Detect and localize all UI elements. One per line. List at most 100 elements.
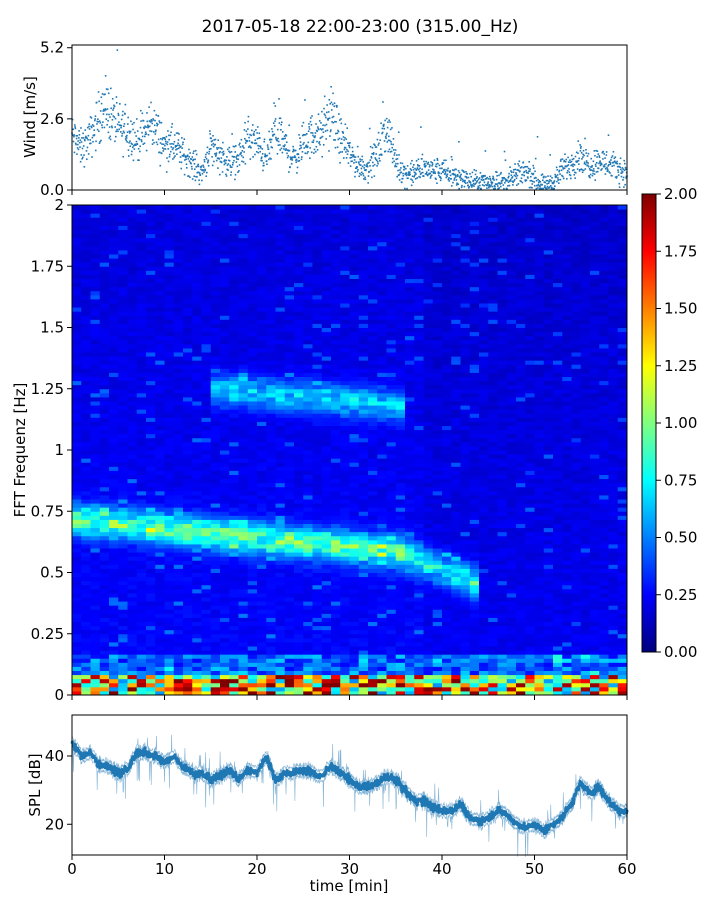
wind-point (378, 157, 381, 160)
spectrogram-cell (275, 278, 286, 284)
spectrogram-cell (210, 678, 221, 684)
spectrogram-cell (247, 441, 258, 447)
spectrogram-cell (220, 576, 230, 582)
spectrogram-cell (210, 384, 221, 390)
spectrogram-cell (136, 343, 147, 349)
spectrogram-cell (210, 266, 221, 271)
spectrogram-cell (303, 401, 313, 406)
wind-point (456, 182, 458, 185)
wind-point (445, 174, 448, 177)
spectrogram-cell (183, 396, 193, 402)
spectrogram-cell (238, 266, 249, 271)
wind-point (550, 185, 552, 187)
spectrogram-cell (173, 237, 184, 243)
spectrogram-cell (192, 637, 202, 643)
wind-point (192, 158, 195, 161)
spectrogram-cell (312, 588, 323, 594)
wind-point (489, 179, 492, 181)
spectrogram-cell (284, 339, 295, 345)
spectrogram-cell (173, 646, 184, 651)
spectrogram-cell (275, 564, 286, 569)
spectrogram-cell (146, 605, 156, 610)
wind-point (625, 177, 627, 179)
wind-point (329, 102, 332, 105)
wind-point (362, 174, 365, 177)
wind-point (198, 172, 201, 174)
wind-point (618, 186, 621, 189)
spectrogram-cell (257, 437, 267, 443)
spectrogram-cell (109, 478, 119, 484)
spectrogram-cell (146, 401, 156, 406)
spectrogram-cell (146, 560, 156, 565)
wind-point (481, 177, 484, 179)
wind-point (165, 171, 168, 173)
spectrogram-cell (294, 625, 304, 631)
spectrogram-cell (118, 650, 128, 655)
spectrogram-cell (109, 205, 119, 210)
spectrogram-cell (164, 503, 175, 508)
spectrogram-cell (90, 290, 101, 296)
spectrogram-cell (201, 286, 212, 292)
spectrogram-cell (294, 466, 304, 471)
wind-point (173, 140, 176, 143)
wind-point (440, 177, 442, 180)
spectrogram-cell (155, 527, 165, 533)
spectrogram-cell (155, 543, 165, 549)
wind-point (323, 95, 326, 98)
wind-point (121, 132, 124, 135)
spectrogram-cell (220, 666, 230, 671)
spectrogram-cell (99, 564, 110, 569)
wind-point (277, 144, 280, 147)
spectrogram-cell (183, 515, 193, 520)
wind-point (503, 150, 506, 153)
wind-point (154, 130, 157, 133)
wind-point (266, 154, 269, 157)
spectrogram-cell (90, 633, 101, 639)
spectrogram-cell (312, 433, 323, 439)
spectrogram-cell (266, 592, 276, 598)
spectrogram-cell (303, 511, 313, 516)
wind-point (591, 166, 593, 168)
spectrogram-cell (90, 556, 101, 561)
wind-point (109, 138, 112, 141)
spectrogram-cell (284, 466, 295, 471)
wind-point (235, 158, 238, 160)
spectrogram-cell (127, 605, 138, 610)
wind-point (261, 148, 264, 150)
wind-point (330, 109, 333, 111)
spectrogram-cell (173, 576, 184, 582)
spectrogram-cell (247, 666, 258, 671)
spectrogram-cell (99, 396, 110, 402)
spectrogram-cell (247, 331, 258, 337)
spectrogram-cell (220, 249, 230, 255)
spectrogram-cell (146, 384, 156, 390)
wind-point (288, 124, 290, 127)
spectrogram-cell (229, 507, 239, 512)
spectrogram-cell (155, 523, 165, 529)
spectrogram-cell (294, 384, 304, 390)
spectrogram-cell (284, 241, 295, 247)
wind-point (348, 144, 351, 147)
wind-point (598, 162, 600, 165)
spectrogram-cell (238, 621, 249, 627)
spectrogram-cell (164, 515, 175, 520)
wind-point (311, 141, 314, 143)
wind-point (242, 145, 244, 147)
spectrogram-cell (164, 560, 175, 565)
spectrogram-cell (294, 564, 304, 569)
wind-point (256, 132, 258, 134)
spectrogram-cell (192, 625, 202, 631)
wind-point (402, 172, 404, 175)
spectrogram-cell (303, 409, 313, 414)
spectrogram-cell (99, 523, 110, 529)
spectrogram-cell (303, 503, 313, 508)
wind-point (590, 157, 593, 160)
spectrogram-cell (303, 682, 313, 688)
spectrogram-cell (229, 380, 239, 386)
wind-point (160, 152, 163, 155)
spectrogram-cell (127, 490, 138, 496)
wind-point (252, 156, 254, 158)
spectrogram-cell (312, 429, 323, 435)
wind-point (469, 173, 471, 175)
wind-point (99, 122, 102, 124)
